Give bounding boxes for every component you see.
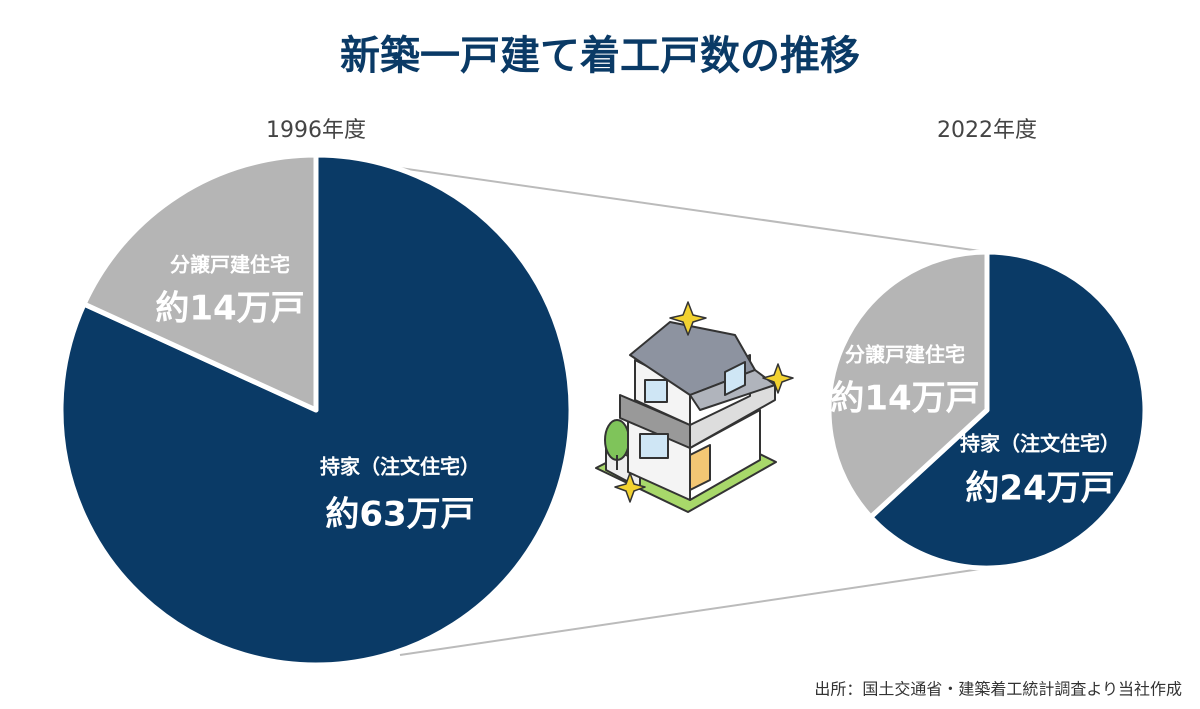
pie-subtitle: 1996年度 xyxy=(266,118,366,143)
source-note: 出所：国土交通省・建築着工統計調査より当社作成 xyxy=(814,680,1182,699)
slice-value-label: 約14万戸 xyxy=(830,379,979,419)
pie-slice xyxy=(81,152,319,413)
slice-value-label: 約63万戸 xyxy=(325,495,474,535)
slice-category-label: 分譲戸建住宅 xyxy=(170,253,290,277)
connector-line xyxy=(399,567,988,656)
pie-slice xyxy=(826,249,990,520)
slice-category-label: 持家（注文住宅） xyxy=(960,432,1120,456)
pie-slice xyxy=(868,249,1148,571)
slice-value-label: 約24万戸 xyxy=(965,469,1114,509)
slice-category-label: 分譲戸建住宅 xyxy=(845,343,965,367)
pie-subtitle: 2022年度 xyxy=(937,118,1037,143)
house-illustration xyxy=(595,301,794,513)
slice-value-label: 約14万戸 xyxy=(155,289,304,329)
slice-category-label: 持家（注文住宅） xyxy=(320,455,480,479)
connector-line xyxy=(315,155,988,253)
chart-title: 新築一戸建て着工戸数の推移 xyxy=(340,33,860,79)
pie-slice xyxy=(58,152,574,668)
